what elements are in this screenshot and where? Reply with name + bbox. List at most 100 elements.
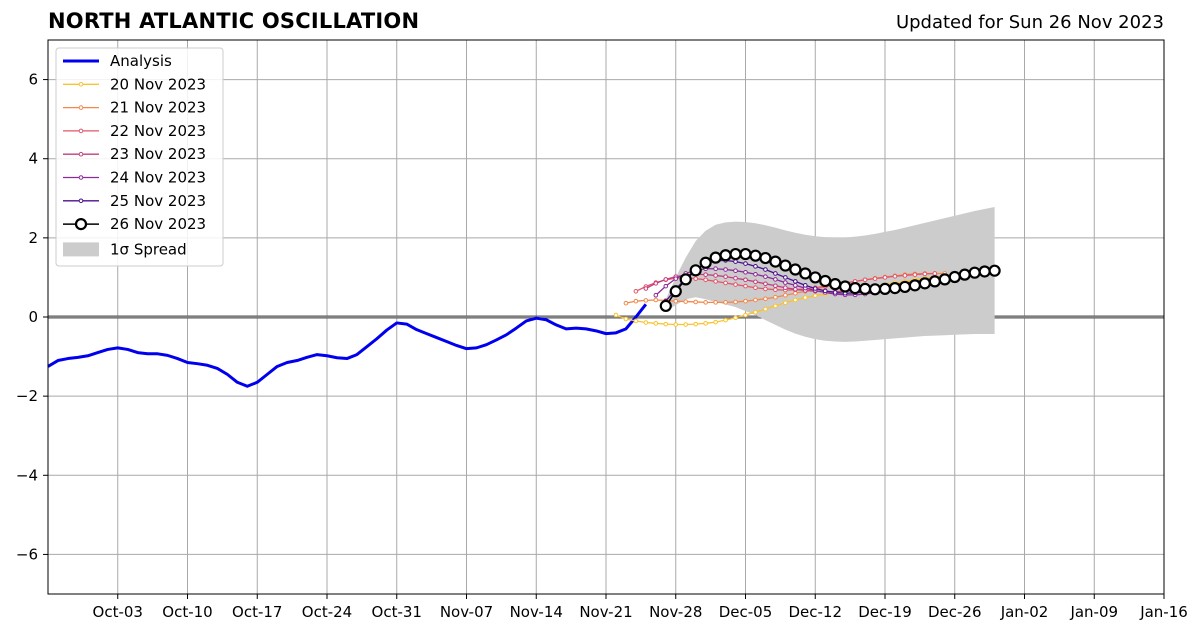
x-tick-label: Dec-05 (719, 603, 773, 621)
y-tick-label: 0 (28, 308, 38, 326)
latest-forecast-point (829, 278, 842, 291)
latest-forecast-point (849, 282, 862, 295)
latest-forecast-point (769, 255, 782, 268)
forecast-point-2 (793, 290, 798, 296)
forecast-point-4 (733, 275, 738, 281)
forecast-point-2 (783, 292, 788, 298)
forecast-point-2 (673, 298, 679, 304)
forecast-point-4 (643, 286, 649, 291)
forecast-point-2 (713, 300, 718, 305)
latest-forecast-point (789, 263, 802, 276)
forecast-point-5 (713, 266, 718, 272)
forecast-point-1 (653, 321, 659, 326)
forecast-point-2 (653, 297, 659, 303)
latest-forecast-point (669, 285, 682, 298)
forecast-point-5 (773, 277, 778, 282)
latest-forecast-point (749, 249, 762, 262)
legend-swatch-marker (74, 218, 88, 231)
forecast-point-6 (832, 290, 838, 295)
forecast-point-5 (763, 274, 768, 279)
latest-forecast-point (719, 249, 732, 262)
forecast-point-1 (812, 293, 818, 298)
forecast-point-3 (773, 287, 778, 292)
legend-swatch-marker (78, 82, 84, 87)
forecast-point-1 (713, 319, 718, 325)
latest-forecast-point (958, 268, 971, 281)
x-tick-label: Jan-16 (1139, 603, 1188, 621)
y-tick-label: 2 (28, 229, 38, 247)
forecast-point-4 (763, 281, 768, 287)
latest-forecast-point (799, 267, 812, 280)
forecast-point-2 (703, 300, 708, 305)
forecast-point-3 (733, 282, 738, 287)
legend-swatch-marker (78, 105, 84, 110)
spread-band (665, 206, 995, 342)
forecast-point-1 (793, 297, 798, 303)
forecast-point-1 (673, 322, 679, 327)
forecast-point-2 (623, 300, 629, 306)
forecast-point-2 (683, 299, 689, 304)
forecast-point-1 (753, 309, 758, 315)
forecast-point-3 (872, 276, 878, 281)
forecast-point-1 (763, 306, 768, 312)
forecast-point-6 (802, 283, 808, 288)
x-tick-label: Jan-09 (1069, 603, 1118, 621)
x-tick-label: Oct-17 (232, 603, 282, 621)
latest-forecast-point (809, 271, 822, 284)
analysis-line (47, 303, 648, 388)
legend-label: Analysis (110, 52, 172, 70)
latest-forecast-point (928, 275, 941, 288)
forecast-point-1 (643, 320, 649, 325)
forecast-point-5 (663, 283, 669, 289)
forecast-point-1 (783, 300, 788, 306)
forecast-point-3 (912, 272, 918, 277)
forecast-point-3 (763, 286, 768, 292)
forecast-point-4 (713, 273, 718, 278)
legend-box (55, 47, 224, 267)
latest-forecast-point (898, 280, 912, 294)
forecast-point-1 (693, 321, 698, 327)
latest-forecast-point (779, 259, 792, 272)
forecast-point-1 (623, 316, 629, 322)
axis-layer: Oct-03 Oct-10 Oct-17 Oct-24 Oct-31 Nov-07 Nov-… (16, 39, 1188, 621)
forecast-point-3 (922, 271, 928, 277)
forecast-point-2 (693, 299, 698, 305)
forecast-point-3 (723, 280, 728, 286)
forecast-point-2 (773, 294, 778, 300)
y-tick-label: 6 (28, 71, 38, 89)
x-tick-label: Jan-02 (1000, 603, 1049, 621)
forecast-point-2 (763, 296, 768, 302)
forecast-point-1 (613, 312, 619, 318)
legend-label: 20 Nov 2023 (110, 75, 206, 93)
forecast-point-5 (723, 267, 728, 272)
latest-forecast-point (988, 264, 1001, 277)
latest-forecast-point (689, 264, 702, 277)
forecast-point-3 (902, 273, 908, 278)
legend-label: 1σ Spread (110, 240, 187, 258)
forecast-point-3 (882, 275, 888, 280)
forecast-point-1 (633, 318, 639, 324)
x-tick-label: Oct-03 (93, 603, 143, 621)
forecast-point-3 (693, 276, 698, 281)
legend-label: 21 Nov 2023 (110, 99, 206, 117)
x-tick-label: Nov-28 (649, 603, 702, 621)
forecast-point-6 (753, 264, 758, 269)
forecast-point-1 (743, 312, 748, 318)
latest-forecast-point (679, 273, 692, 286)
forecast-point-4 (663, 277, 669, 282)
legend-label: 24 Nov 2023 (110, 169, 206, 187)
latest-forecast-point (918, 277, 931, 290)
forecast-point-6 (812, 286, 818, 291)
forecast-point-2 (723, 300, 728, 305)
latest-forecast-point (659, 299, 672, 313)
forecast-point-4 (773, 283, 778, 289)
forecast-point-6 (822, 288, 828, 294)
latest-forecast-point (729, 247, 742, 261)
y-tick-label: −2 (16, 387, 38, 405)
forecast-point-3 (713, 279, 718, 284)
latest-forecast-point (858, 282, 872, 296)
forecast-point-4 (703, 272, 708, 277)
forecast-point-5 (673, 276, 679, 281)
chart-title: NORTH ATLANTIC OSCILLATION (48, 9, 420, 33)
